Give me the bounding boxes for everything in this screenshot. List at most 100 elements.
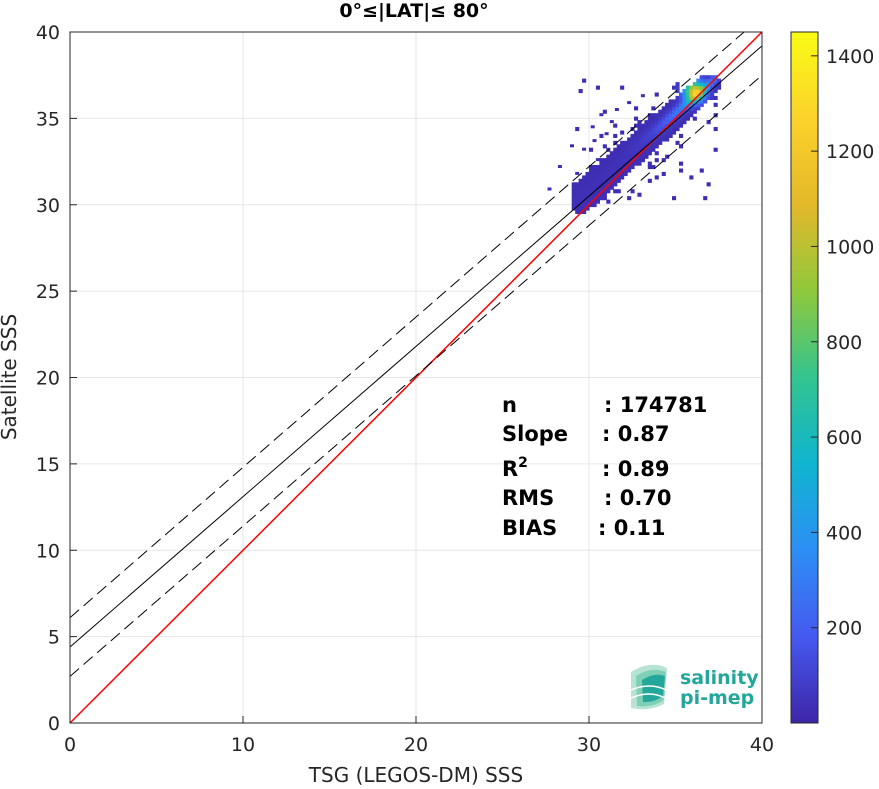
density-cell	[651, 123, 656, 128]
density-cell	[616, 189, 621, 194]
density-cell	[689, 175, 694, 180]
density-cell	[658, 137, 663, 142]
density-cell	[717, 85, 722, 90]
density-cell	[623, 154, 628, 159]
density-cell	[706, 95, 711, 100]
density-cell	[606, 158, 611, 163]
density-cell	[668, 130, 673, 135]
density-cell	[592, 178, 597, 183]
colorbar-tick-label: 800	[826, 332, 862, 354]
density-cell	[640, 140, 645, 145]
density-cell	[665, 116, 670, 121]
density-cell	[609, 178, 614, 183]
density-cell	[692, 89, 697, 94]
density-cell	[599, 158, 604, 163]
density-cell	[599, 113, 604, 117]
density-cell	[627, 158, 632, 163]
density-cell	[644, 123, 649, 128]
density-cell	[592, 199, 597, 204]
density-cell	[606, 189, 611, 194]
density-cell	[630, 140, 635, 145]
fit-line	[70, 45, 762, 648]
density-cell	[685, 102, 690, 107]
density-cell	[602, 144, 607, 149]
density-cell	[713, 82, 718, 87]
density-cell	[637, 120, 642, 125]
density-cell	[589, 185, 594, 190]
density-cell	[620, 140, 625, 145]
density-cell	[647, 130, 652, 135]
density-cell	[651, 127, 656, 132]
density-cell	[571, 192, 576, 197]
density-cell	[616, 171, 621, 176]
density-cell	[627, 154, 632, 159]
density-cell	[706, 92, 711, 97]
density-cell	[682, 106, 687, 111]
density-cell	[675, 89, 680, 94]
density-cell	[675, 95, 680, 100]
density-cell	[571, 182, 576, 187]
density-cell	[665, 127, 670, 132]
density-cell	[703, 99, 708, 104]
y-axis-title: Satellite SSS	[0, 314, 21, 440]
density-cell	[692, 95, 697, 100]
fit-plus-rms-line	[70, 32, 745, 618]
density-cell	[602, 192, 607, 197]
one-to-one-line	[70, 32, 762, 723]
density-cell	[668, 116, 673, 121]
density-cell	[654, 175, 659, 180]
density-cell	[627, 196, 632, 201]
density-cell	[672, 116, 677, 121]
density-cell	[575, 192, 580, 197]
density-cell	[661, 123, 666, 128]
density-cell	[637, 140, 642, 145]
density-cell	[578, 178, 583, 183]
density-cell	[665, 106, 670, 111]
density-cell	[644, 127, 649, 132]
density-cell	[661, 106, 666, 111]
density-cell	[602, 165, 607, 170]
density-cell	[696, 95, 701, 100]
density-cell	[640, 151, 645, 156]
density-cell	[634, 144, 639, 149]
density-cell	[637, 144, 642, 149]
density-cell	[609, 154, 614, 159]
density-cell	[640, 127, 645, 132]
density-cell	[703, 196, 708, 201]
density-cell	[613, 151, 618, 156]
density-cell	[575, 203, 580, 208]
density-cell	[689, 85, 694, 90]
density-cell	[582, 199, 587, 204]
density-cell	[710, 95, 715, 100]
density-cell	[602, 182, 607, 187]
density-cell	[620, 154, 625, 159]
density-cell	[595, 182, 600, 187]
density-cell	[665, 133, 670, 138]
x-tick-label: 10	[231, 734, 255, 756]
density-cell	[585, 192, 590, 197]
density-cell	[665, 130, 670, 135]
density-cell	[672, 106, 677, 111]
density-cell	[620, 130, 625, 135]
stat-value: : 174781	[604, 393, 707, 417]
stat-value: : 0.70	[604, 486, 672, 510]
density-cell	[582, 147, 587, 151]
density-cell	[578, 203, 583, 208]
density-cell	[682, 95, 687, 100]
density-cell	[665, 102, 670, 107]
density-cell	[585, 182, 590, 187]
density-cell	[592, 171, 597, 176]
density-cell	[613, 189, 618, 194]
density-cell	[717, 78, 722, 83]
density-cell	[661, 109, 666, 114]
density-cell	[717, 82, 722, 87]
density-cell	[703, 89, 708, 94]
density-cell	[630, 151, 635, 156]
density-cell	[575, 206, 580, 211]
density-cell	[637, 123, 642, 128]
density-cell	[675, 127, 680, 132]
density-cell	[634, 147, 639, 152]
x-tick-label: 0	[64, 734, 76, 756]
